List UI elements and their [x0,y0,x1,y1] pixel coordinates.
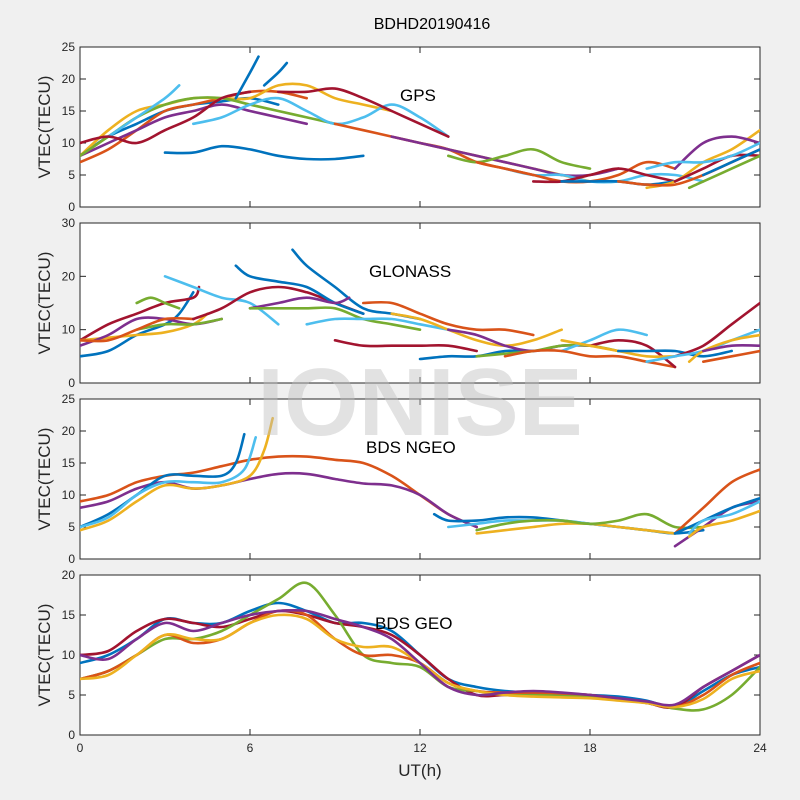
series-line-15 [362,300,535,337]
subplot-2: 0 5 10 15 20 25 BDS NGEO VTEC(TECU) [35,392,761,566]
series-line-27 [687,333,760,363]
series-line-5 [80,316,195,343]
y-tick-label: 20 [62,568,76,582]
series-line-14 [390,135,620,178]
x-tick-label: 12 [413,741,427,755]
series-line-25 [687,154,760,190]
series-line-4 [135,317,223,331]
y-tick-label: 5 [68,168,75,182]
subplot-0: 0 5 10 15 20 25 GPS VTEC(TECU) [35,40,761,214]
y-tick-label: 0 [68,552,75,566]
y-tick-label: 10 [62,323,76,337]
series-line-3 [80,436,257,529]
series-line-20 [560,328,648,353]
series-line-18 [532,167,677,184]
series-group [80,55,760,190]
y-tick-label: 0 [68,200,75,214]
subplots: 0 5 10 15 20 25 GPS VTEC(TECU) 0 10 20 30 GLONASS VTE… [35,40,767,780]
y-tick-label: 25 [62,40,76,54]
y-tick-label: 10 [62,648,76,662]
x-tick-label: 6 [247,741,254,755]
series-line-9 [673,468,760,535]
y-tick-label: 30 [62,216,76,230]
series-line-0 [80,291,195,358]
y-tick-label: 10 [62,136,76,150]
series-line-14 [333,339,478,353]
y-tick-label: 10 [62,488,76,502]
panel-annotation: GPS [400,86,436,105]
series-line-28 [702,349,760,363]
y-axis-label: VTEC(TECU) [35,428,54,531]
plot-area [79,46,761,208]
panel-annotation: BDS GEO [375,614,452,633]
series-line-4 [80,416,274,532]
x-axis-label: UT(h) [398,761,441,780]
series-line-13 [305,317,450,331]
y-tick-label: 15 [62,104,76,118]
series-line-1 [80,285,201,342]
series-line-11 [248,296,351,310]
y-axis-label: VTEC(TECU) [35,252,54,355]
series-line-29 [702,344,760,353]
y-tick-label: 20 [62,72,76,86]
y-tick-label: 15 [62,456,76,470]
y-tick-label: 20 [62,269,76,283]
series-line-5 [107,84,181,138]
series-line-8 [475,512,705,532]
y-tick-label: 20 [62,424,76,438]
series-line-24 [617,349,733,358]
series-line-22 [673,135,760,170]
x-tick-label: 0 [77,741,84,755]
series-line-1 [80,89,308,164]
y-tick-label: 15 [62,608,76,622]
panel-annotation: GLONASS [369,262,451,281]
watermark: IONISE [257,349,582,456]
x-tick-label: 18 [583,741,597,755]
series-line-16 [390,312,563,347]
x-tick-label: 24 [753,741,767,755]
series-line-24 [645,141,760,170]
series-line-11 [277,87,450,138]
plot-area [79,398,761,560]
series-line-12 [248,306,422,331]
series-line-2 [80,432,246,529]
y-tick-label: 0 [68,728,75,742]
series-line-12 [687,509,760,538]
subplot-3: 0 5 10 15 20 0 6 12 18 24 BDS GEO VTEC(TECU) UT(h) [35,568,767,780]
y-tick-label: 25 [62,392,76,406]
series-line-26 [702,148,760,177]
y-tick-label: 5 [68,520,75,534]
series-line-25 [673,301,760,358]
series-line-9 [234,264,365,315]
series-line-7 [234,55,260,100]
series-line-8 [262,61,289,87]
y-tick-label: 0 [68,376,75,390]
series-line-9 [163,144,365,161]
series-group [80,416,760,548]
y-tick-label: 5 [68,688,75,702]
subplot-1: 0 10 20 30 GLONASS VTEC(TECU) [35,216,761,390]
series-line-11 [673,496,760,535]
series-line-5 [80,608,760,707]
y-axis-label: VTEC(TECU) [35,604,54,707]
series-line-10 [192,96,450,138]
series-line-0 [80,454,478,529]
panel-annotation: BDS NGEO [366,438,456,457]
series-group [80,581,760,712]
series-line-6 [135,296,181,310]
series-line-6 [80,90,252,145]
figure-title: BDHD20190416 [374,16,491,33]
series-group [80,248,760,369]
y-axis-label: VTEC(TECU) [35,76,54,179]
series-line-15 [447,147,592,170]
series-line-1 [80,471,478,529]
series-line-13 [687,500,760,535]
